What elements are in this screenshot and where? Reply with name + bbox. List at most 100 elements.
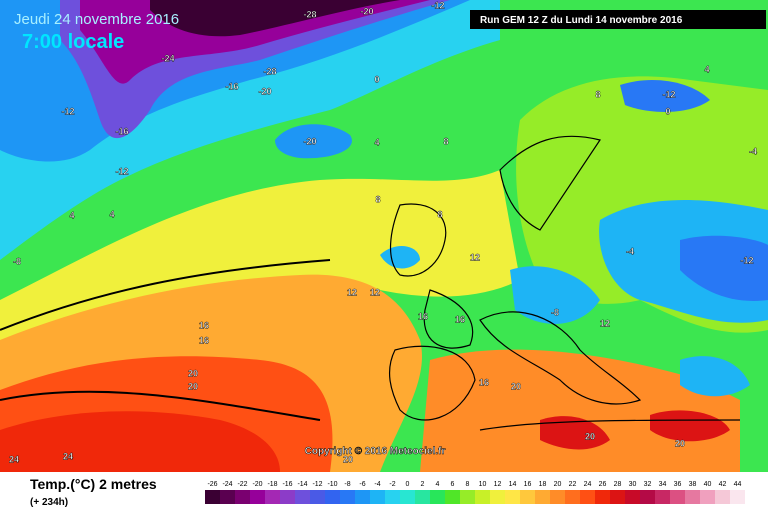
- scale-label: -6: [359, 481, 365, 488]
- scale-label: 40: [704, 481, 712, 488]
- scale-swatch: [355, 490, 370, 504]
- scale-swatch: [340, 490, 355, 504]
- scale-swatch: [415, 490, 430, 504]
- contour-label: -28: [303, 9, 316, 19]
- scale-label: -22: [237, 481, 247, 488]
- scale-label: 30: [629, 481, 637, 488]
- scale-label: -8: [344, 481, 350, 488]
- scale-swatch: [610, 490, 625, 504]
- contour-label: -16: [225, 81, 238, 91]
- contour-label: 0: [374, 74, 379, 84]
- scale-swatch: [310, 490, 325, 504]
- footer-title: Temp.(°C) 2 metres: [30, 476, 157, 492]
- run-info: Run GEM 12 Z du Lundi 14 novembre 2016: [480, 15, 683, 26]
- contour-label: -4: [626, 246, 634, 256]
- scale-swatch: [385, 490, 400, 504]
- contour-label: 12: [347, 287, 357, 297]
- scale-swatch: [640, 490, 655, 504]
- contour-label: 16: [479, 377, 489, 387]
- scale-swatch: [430, 490, 445, 504]
- map-background: [0, 0, 768, 472]
- scale-label: 18: [539, 481, 547, 488]
- scale-swatch: [655, 490, 670, 504]
- contour-label: 4: [704, 64, 709, 74]
- scale-swatch: [475, 490, 490, 504]
- scale-swatch: [700, 490, 715, 504]
- scale-label: -20: [252, 481, 262, 488]
- contour-label: 16: [418, 311, 428, 321]
- contour-label: 12: [470, 252, 480, 262]
- scale-swatch: [400, 490, 415, 504]
- scale-label: 12: [494, 481, 502, 488]
- scale-swatch: [205, 490, 220, 504]
- scale-label: 2: [421, 481, 425, 488]
- contour-label: 12: [370, 287, 380, 297]
- scale-swatch: [685, 490, 700, 504]
- contour-label: -28: [263, 66, 276, 76]
- contour-label: -12: [431, 0, 444, 10]
- scale-label: 36: [674, 481, 682, 488]
- scale-swatch: [535, 490, 550, 504]
- scale-label: 16: [524, 481, 532, 488]
- scale-swatch: [625, 490, 640, 504]
- contour-label: 20: [585, 431, 595, 441]
- copyright: Copyright © 2016 Meteociel.fr: [305, 446, 446, 457]
- scale-label: 0: [406, 481, 410, 488]
- contour-label: 16: [455, 314, 465, 324]
- contour-label: 12: [600, 318, 610, 328]
- contour-label: -24: [161, 53, 174, 63]
- scale-swatch: [505, 490, 520, 504]
- contour-label: -8: [13, 256, 21, 266]
- scale-swatch: [370, 490, 385, 504]
- contour-label: 20: [343, 454, 353, 464]
- contour-label: -12: [662, 89, 675, 99]
- contour-label: -20: [258, 86, 271, 96]
- contour-label: 20: [511, 381, 521, 391]
- contour-label: -20: [360, 6, 373, 16]
- contour-label: -20: [303, 136, 316, 146]
- scale-label: -10: [327, 481, 337, 488]
- scale-swatch: [595, 490, 610, 504]
- contour-label: 4: [109, 209, 114, 219]
- color-scale: -26 -24 -22 -20 -18 -16 -14 -12 -10 -8 -6 -4 -2 0 2 4 6 8…: [205, 481, 745, 504]
- scale-label: 34: [659, 481, 667, 488]
- contour-label: 16: [199, 335, 209, 345]
- contour-labels: -28 -20 -12 -24 -28 -16 -20 -12 -16 -12 0 4 8 -20 4 4 8 1…: [9, 0, 757, 464]
- contour-label: 8: [375, 194, 380, 204]
- scale-swatch: [325, 490, 340, 504]
- contour-label: -4: [749, 146, 757, 156]
- scale-label: 10: [479, 481, 487, 488]
- scale-label: 38: [689, 481, 697, 488]
- scale-label: 44: [734, 481, 742, 488]
- scale-label: -26: [207, 481, 217, 488]
- scale-swatch: [220, 490, 235, 504]
- contour-label: 4: [69, 210, 74, 220]
- scale-swatch: [280, 490, 295, 504]
- scale-label: -2: [389, 481, 395, 488]
- scale-label: 26: [599, 481, 607, 488]
- scale-swatch: [460, 490, 475, 504]
- scale-label: -18: [267, 481, 277, 488]
- scale-label: -16: [282, 481, 292, 488]
- forecast-date: Jeudi 24 novembre 2016: [14, 11, 179, 28]
- scale-label: -4: [374, 481, 380, 488]
- scale-label: -12: [312, 481, 322, 488]
- scale-label: 6: [451, 481, 455, 488]
- contour-label: -12: [740, 255, 753, 265]
- contour-label: 20: [675, 438, 685, 448]
- forecast-time: 7:00 locale: [22, 31, 124, 53]
- scale-swatch: [235, 490, 250, 504]
- scale-label: 42: [719, 481, 727, 488]
- scale-swatch: [670, 490, 685, 504]
- contour-label: 0: [665, 106, 670, 116]
- scale-label: 28: [614, 481, 622, 488]
- scale-swatch: [565, 490, 580, 504]
- scale-swatch: [295, 490, 310, 504]
- scale-swatch: [265, 490, 280, 504]
- contour-label: -16: [115, 126, 128, 136]
- scale-label: -14: [297, 481, 307, 488]
- contour-label: 24: [9, 454, 19, 464]
- scale-swatch: [550, 490, 565, 504]
- contour-label: 20: [188, 381, 198, 391]
